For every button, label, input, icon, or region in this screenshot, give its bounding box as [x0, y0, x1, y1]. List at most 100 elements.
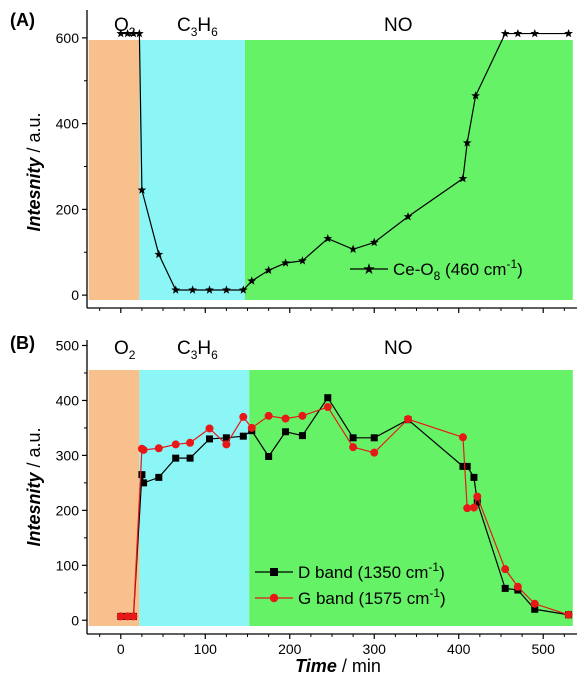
panel-b-y-tick-label: 0	[71, 612, 79, 628]
data-point	[186, 454, 194, 462]
panel-a-y-axis-label: Intesnity / a.u.	[24, 112, 44, 231]
panel-b-phase-no: NO	[384, 338, 413, 359]
legend-d-band-label: D band (1350 cm-1)	[298, 560, 445, 582]
data-point	[470, 473, 478, 481]
data-point	[530, 28, 540, 38]
data-point	[222, 440, 231, 449]
panel-b-x-tick-label: 0	[117, 641, 125, 657]
panel-b-x-tick-label: 200	[278, 641, 302, 657]
data-point	[116, 612, 125, 621]
panel-a-label: (A)	[10, 10, 35, 30]
panel-b-x-tick-label: 500	[532, 641, 556, 657]
data-point	[265, 453, 273, 461]
data-point	[323, 403, 332, 412]
data-point	[298, 256, 307, 265]
data-point	[282, 428, 290, 436]
panel-a: 0 200 400 600 (A) O2 C3H6 NO ★ Ce-O8 (460 c…	[10, 10, 577, 313]
panel-b-region-o2	[88, 370, 140, 626]
data-point	[205, 424, 214, 433]
data-point	[370, 434, 378, 442]
panel-b-x-tick-label: 100	[194, 641, 218, 657]
data-point	[129, 28, 138, 38]
data-point	[530, 599, 539, 608]
panel-a-region-no	[244, 40, 573, 300]
data-point	[155, 473, 163, 481]
data-point	[323, 233, 333, 243]
data-point	[473, 492, 482, 501]
data-point	[135, 28, 144, 38]
data-point	[471, 91, 480, 100]
data-point	[513, 28, 523, 38]
panel-b-y-tick-label: 100	[56, 557, 80, 573]
data-point	[324, 394, 332, 402]
data-point	[116, 28, 126, 38]
panel-a-y-tick-label: 0	[71, 287, 79, 303]
panel-b-y-tick-label: 300	[56, 447, 80, 463]
data-point	[206, 435, 213, 443]
panel-b-phase-o2: O2	[114, 338, 136, 362]
data-point	[463, 504, 472, 513]
data-point	[403, 212, 413, 221]
data-point	[458, 433, 467, 442]
data-point	[564, 610, 573, 619]
data-point	[298, 411, 307, 420]
data-point	[463, 462, 471, 470]
panel-b-legend: D band (1350 cm-1) G band (1575 cm-1)	[255, 560, 446, 608]
data-point	[459, 462, 467, 470]
data-point	[369, 237, 379, 247]
panel-b-axes: 0 100 200 300 400 500 0 100 200 300 400 500	[56, 337, 577, 657]
legend-ce-o8-label: Ce-O8 (460 cm-1)	[393, 257, 523, 283]
data-point	[264, 411, 273, 420]
data-point	[140, 479, 148, 487]
panel-a-regions	[88, 40, 573, 300]
panel-a-axes: 0 200 400 600	[56, 10, 577, 313]
panel-b-y-tick-label: 500	[56, 337, 80, 353]
data-point	[349, 434, 357, 442]
legend-d-band-marker	[270, 568, 278, 576]
data-point	[238, 285, 248, 294]
data-point	[501, 584, 509, 592]
data-point	[469, 503, 478, 512]
data-point	[531, 605, 539, 613]
data-point	[239, 412, 248, 421]
data-point	[154, 444, 163, 453]
data-point	[172, 454, 180, 462]
panel-b-y-axis-label: Intesnity / a.u.	[24, 427, 44, 546]
panel-a-y-tick-label: 200	[56, 201, 80, 217]
panel-b-region-c3h6	[139, 370, 250, 626]
panel-b-y-tick-label: 400	[56, 392, 80, 408]
panel-a-region-c3h6	[139, 40, 245, 300]
panel-a-region-o2	[88, 40, 140, 300]
data-point	[349, 443, 358, 452]
data-point	[264, 265, 274, 274]
data-point	[188, 285, 197, 294]
data-point	[473, 498, 481, 506]
data-point	[222, 434, 230, 442]
panel-b-x-tick-label: 400	[447, 641, 471, 657]
legend-g-band-label: G band (1575 cm-1)	[298, 586, 446, 608]
data-point	[298, 432, 306, 440]
data-point	[501, 565, 510, 574]
panel-b-region-no	[249, 370, 573, 626]
panel-b-x-tick-label: 300	[363, 641, 387, 657]
data-point	[139, 445, 148, 454]
data-point	[154, 249, 164, 259]
panel-a-phase-no: NO	[384, 15, 413, 36]
panel-b-phase-c3h6: C3H6	[177, 338, 218, 362]
panel-b-y-tick-label: 200	[56, 502, 80, 518]
data-point	[138, 471, 146, 479]
panel-a-series-line-0	[120, 32, 569, 291]
data-point	[348, 244, 358, 253]
data-point	[458, 173, 468, 183]
data-point	[123, 612, 132, 621]
panel-a-series	[116, 28, 573, 294]
data-point	[205, 285, 214, 294]
data-point	[370, 448, 379, 457]
panel-a-y-tick-label: 400	[56, 116, 80, 132]
data-point	[281, 414, 290, 423]
data-point	[247, 423, 256, 432]
data-point	[564, 28, 573, 38]
data-point	[186, 438, 195, 447]
data-point	[281, 258, 290, 267]
